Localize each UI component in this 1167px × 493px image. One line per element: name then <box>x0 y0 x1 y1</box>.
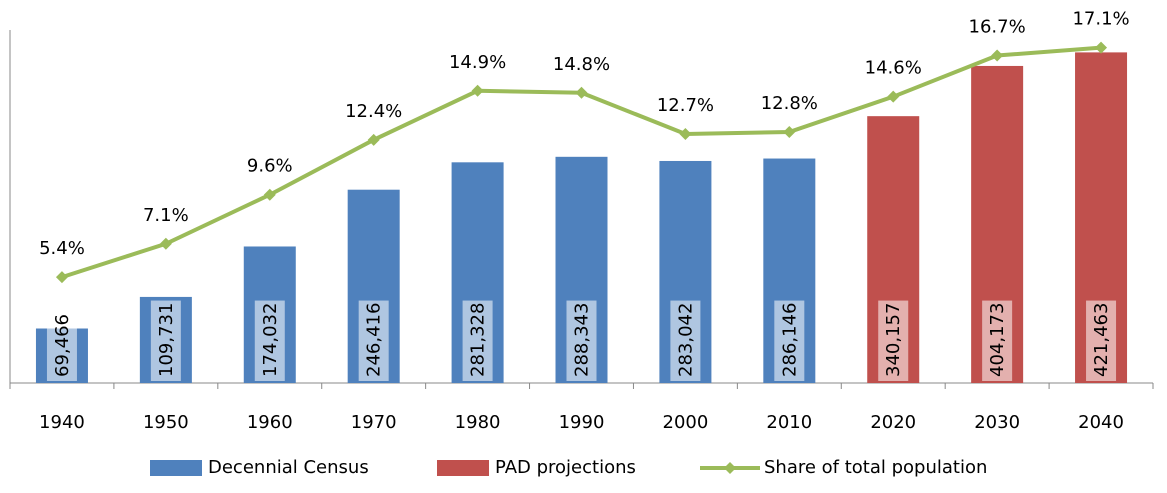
data-label-bg <box>982 300 1013 381</box>
data-label: 17.1% <box>1072 9 1129 30</box>
data-label: 421,463 <box>1091 303 1112 377</box>
legend-swatch <box>150 460 202 476</box>
data-label: 12.8% <box>761 93 818 114</box>
x-tick-label: 2040 <box>1078 412 1124 433</box>
marker <box>55 271 68 284</box>
data-label-bg <box>1086 300 1117 381</box>
data-label-bg <box>254 300 285 381</box>
legend-marker <box>724 462 736 474</box>
data-label: 404,173 <box>987 303 1008 377</box>
data-label-bg <box>670 300 701 381</box>
data-label: 5.4% <box>39 238 85 259</box>
data-label-group: 109,731 <box>150 300 181 381</box>
marker <box>679 127 692 140</box>
x-tick-label: 1980 <box>455 412 501 433</box>
data-label-group: 283,042 <box>670 300 701 381</box>
data-label: 286,146 <box>779 303 800 377</box>
data-label-group: 69,466 <box>46 312 77 381</box>
legend-label: Share of total population <box>764 457 987 478</box>
data-label-group: 246,416 <box>358 300 389 381</box>
legend-label: PAD projections <box>495 457 636 478</box>
data-label: 174,032 <box>260 303 281 377</box>
x-tick-label: 1950 <box>143 412 189 433</box>
x-tick-label: 2020 <box>870 412 916 433</box>
data-label-bg <box>462 300 493 381</box>
data-label-bg <box>358 300 389 381</box>
data-label-bg <box>878 300 909 381</box>
marker <box>367 133 380 146</box>
legend-swatch <box>437 460 489 476</box>
data-label-group: 421,463 <box>1086 300 1117 381</box>
data-label-group: 288,343 <box>566 300 597 381</box>
marker <box>471 84 484 97</box>
marker <box>887 90 900 103</box>
data-label: 9.6% <box>247 156 293 177</box>
marker <box>1095 41 1108 54</box>
data-label: 288,343 <box>572 303 593 377</box>
marker <box>263 188 276 201</box>
data-label: 283,042 <box>675 303 696 377</box>
x-tick-label: 2000 <box>663 412 709 433</box>
data-label-bg <box>150 300 181 381</box>
data-label: 109,731 <box>156 303 177 377</box>
data-label-group: 286,146 <box>774 300 805 381</box>
legend-label: Decennial Census <box>208 457 369 478</box>
marker <box>783 125 796 138</box>
data-label-group: 404,173 <box>982 300 1013 381</box>
marker <box>575 86 588 99</box>
data-label: 69,466 <box>52 314 73 377</box>
data-label-group: 340,157 <box>878 300 909 381</box>
data-label-bg <box>46 312 77 381</box>
data-label: 7.1% <box>143 205 189 226</box>
data-label: 281,328 <box>468 303 489 377</box>
x-tick-label: 1940 <box>39 412 85 433</box>
data-label: 14.9% <box>449 52 506 73</box>
data-label: 12.7% <box>657 95 714 116</box>
x-tick-label: 1990 <box>559 412 605 433</box>
data-label: 12.4% <box>345 101 402 122</box>
x-tick-label: 1970 <box>351 412 397 433</box>
data-label-bg <box>566 300 597 381</box>
x-tick-label: 1960 <box>247 412 293 433</box>
x-tick-label: 2010 <box>766 412 812 433</box>
data-label: 340,157 <box>883 303 904 377</box>
data-label: 16.7% <box>969 16 1026 37</box>
data-label-bg <box>774 300 805 381</box>
data-label: 14.8% <box>553 54 610 75</box>
marker <box>991 49 1004 62</box>
marker <box>159 237 172 250</box>
data-label-group: 281,328 <box>462 300 493 381</box>
data-label: 14.6% <box>865 58 922 79</box>
x-tick-label: 2030 <box>974 412 1020 433</box>
data-label-group: 174,032 <box>254 300 285 381</box>
data-label: 246,416 <box>364 303 385 377</box>
